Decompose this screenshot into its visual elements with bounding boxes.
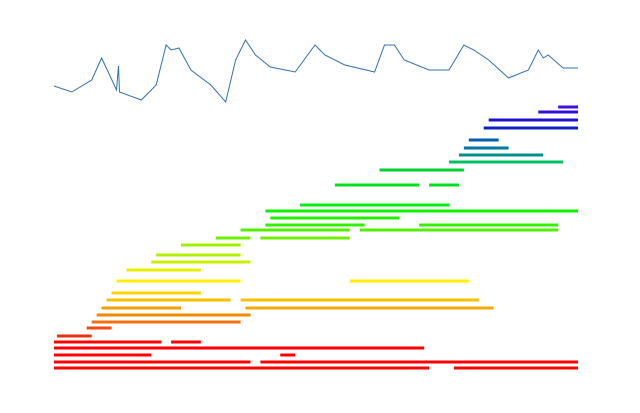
segment — [96, 313, 251, 317]
segment — [458, 153, 544, 157]
segment — [53, 340, 162, 344]
segment — [171, 340, 201, 344]
segment — [106, 298, 231, 302]
segment — [53, 360, 251, 364]
segment — [558, 105, 579, 109]
segment — [379, 168, 464, 172]
segment — [151, 260, 251, 264]
segment — [419, 223, 559, 227]
segment — [53, 353, 152, 357]
segment — [429, 183, 459, 187]
segment — [359, 228, 559, 232]
segment — [101, 306, 182, 310]
segment — [280, 353, 296, 357]
segment — [86, 326, 112, 330]
segment — [181, 243, 241, 247]
segment — [334, 183, 420, 187]
segment — [56, 334, 92, 338]
segment — [538, 110, 579, 114]
segment — [300, 203, 449, 207]
segment — [463, 146, 509, 150]
segment — [270, 216, 400, 220]
segment — [468, 138, 499, 142]
segment — [240, 228, 350, 232]
segment — [215, 236, 251, 240]
segment — [448, 160, 564, 164]
segment — [260, 360, 579, 364]
segment — [265, 209, 579, 213]
segment — [349, 279, 469, 283]
segment — [245, 306, 494, 310]
segment — [453, 366, 579, 370]
segment — [126, 268, 201, 272]
data-line — [53, 39, 578, 104]
segment — [240, 298, 479, 302]
segment — [91, 320, 241, 324]
segment — [156, 253, 241, 257]
segment — [116, 279, 241, 283]
segment — [265, 223, 365, 227]
segment — [488, 118, 579, 122]
segment — [260, 236, 350, 240]
segment — [483, 126, 579, 130]
segment — [53, 346, 425, 350]
segment — [111, 291, 201, 295]
segment — [53, 366, 430, 370]
